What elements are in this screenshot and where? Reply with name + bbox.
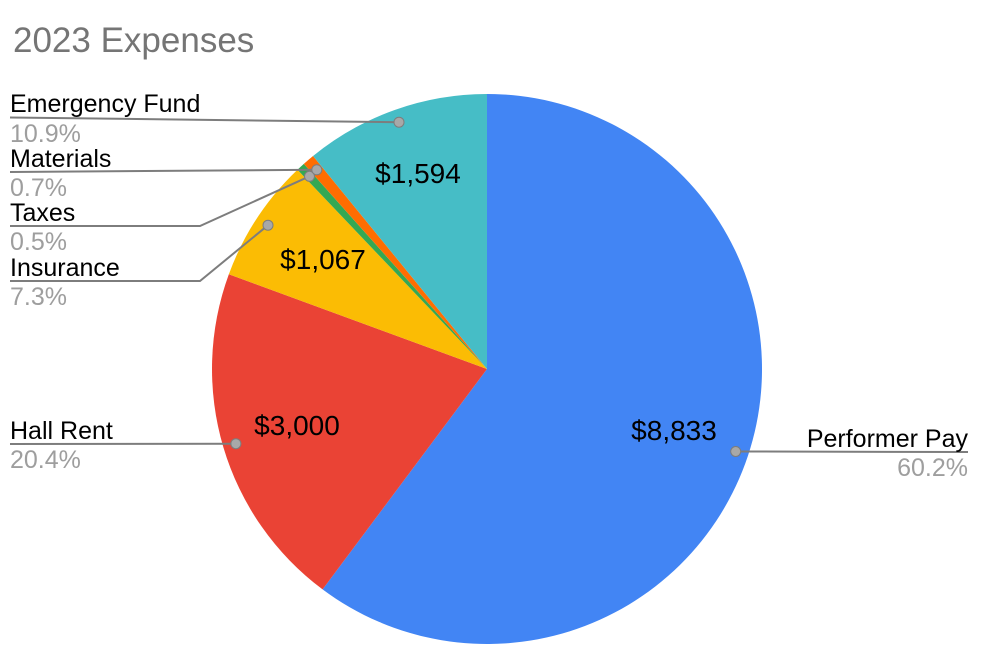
slice-percent-insurance: 7.3%: [10, 283, 67, 311]
slice-label-insurance: Insurance: [10, 254, 120, 282]
slice-value-insurance: $1,067: [280, 244, 366, 275]
leader-line-emergency-fund: [9, 116, 400, 124]
slice-percent-performer-pay: 60.2%: [897, 454, 968, 482]
slice-percent-hall-rent: 20.4%: [10, 446, 81, 474]
leader-dot-hall-rent: [230, 438, 242, 450]
pie-slice-emergency-fund[interactable]: [313, 94, 487, 369]
slice-percent-taxes: 0.5%: [10, 228, 67, 256]
slice-percent-emergency-fund: 10.9%: [10, 120, 81, 148]
pie-slice-performer-pay[interactable]: [322, 94, 763, 644]
pie-slice-insurance[interactable]: [228, 169, 487, 369]
leader-line-taxes: [10, 175, 310, 227]
leader-line-insurance: [10, 224, 269, 282]
slice-label-performer-pay: Performer Pay: [806, 425, 968, 453]
slice-value-emergency-fund: $1,594: [375, 158, 461, 189]
slice-label-hall-rent: Hall Rent: [10, 417, 113, 445]
leader-dot-taxes: [304, 170, 315, 182]
leader-dot-materials: [311, 164, 323, 176]
leader-dot-emergency-fund: [393, 116, 405, 128]
chart-title: 2023 Expenses: [13, 21, 255, 60]
pie-slice-hall-rent[interactable]: [212, 274, 487, 590]
pie-slice-taxes[interactable]: [297, 163, 487, 369]
leader-dot-performer-pay: [730, 446, 742, 457]
leader-line-performer-pay: [735, 450, 969, 453]
slice-percent-materials: 0.7%: [10, 174, 67, 202]
slice-label-emergency-fund: Emergency Fund: [10, 90, 201, 118]
pie-slice-materials[interactable]: [303, 156, 487, 369]
slice-value-performer-pay: $8,833: [631, 415, 717, 446]
slice-label-materials: Materials: [10, 145, 112, 173]
slice-value-hall-rent: $3,000: [254, 410, 340, 441]
slice-label-taxes: Taxes: [10, 199, 76, 227]
leader-dot-insurance: [262, 219, 274, 231]
leader-line-materials: [9, 168, 317, 173]
